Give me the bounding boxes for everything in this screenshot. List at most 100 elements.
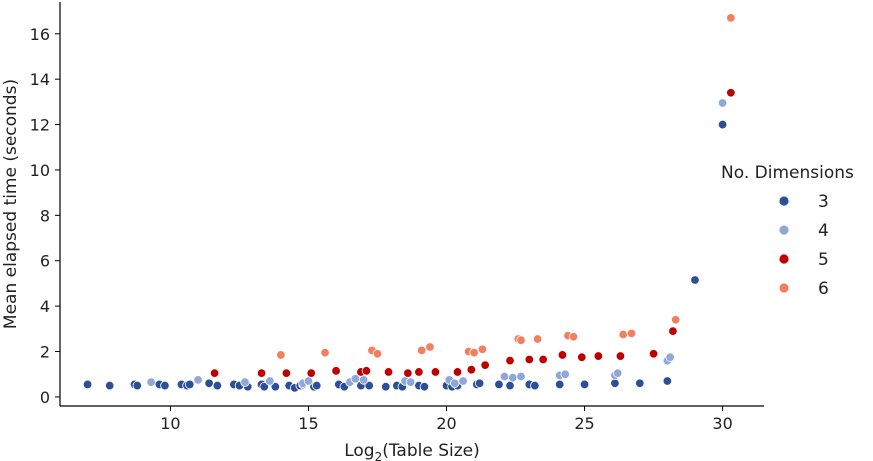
data-point-dim-4 (358, 375, 369, 385)
data-point-dim-4 (458, 376, 468, 386)
y-tick-label: 10 (30, 161, 50, 180)
data-point-dim-3 (82, 379, 93, 390)
data-point-dim-4 (265, 376, 275, 386)
x-tick-label: 10 (160, 414, 180, 433)
data-point-dim-5 (452, 367, 463, 377)
data-point-dim-3 (185, 379, 195, 390)
x-axis-title-main: Log (344, 441, 374, 461)
data-points (82, 13, 736, 393)
y-tick-label: 6 (40, 252, 50, 271)
data-point-dim-5 (668, 326, 678, 336)
data-point-dim-3 (530, 380, 540, 391)
data-point-dim-3 (610, 378, 620, 389)
data-point-dim-3 (555, 379, 565, 390)
data-point-dim-5 (615, 351, 626, 361)
legend-label-5: 5 (818, 250, 829, 270)
y-tick-label: 4 (40, 297, 50, 316)
data-point-dim-5 (593, 351, 604, 361)
data-point-dim-3 (204, 378, 214, 389)
data-point-dim-3 (662, 376, 673, 386)
y-ticks: 0 2 4 6 8 10 12 14 16 (30, 25, 60, 407)
data-point-dim-5 (331, 366, 341, 376)
data-point-dim-3 (270, 382, 281, 392)
data-point-dim-6 (477, 344, 488, 354)
data-point-dim-3 (259, 382, 269, 392)
data-point-dim-6 (626, 328, 637, 339)
y-tick-label: 12 (30, 116, 50, 135)
data-point-dim-5 (577, 352, 587, 362)
data-point-dim-6 (276, 350, 286, 360)
data-point-dim-4 (405, 377, 416, 387)
data-point-dim-6 (670, 315, 681, 325)
y-tick-label: 8 (40, 206, 50, 225)
data-point-dim-5 (466, 364, 477, 375)
data-point-dim-5 (383, 367, 394, 377)
data-point-dim-6 (618, 329, 628, 340)
data-point-dim-3 (381, 382, 391, 392)
legend-marker-4 (778, 224, 790, 236)
legend-marker-6 (778, 282, 790, 294)
data-point-dim-4 (508, 372, 518, 383)
data-point-dim-3 (635, 378, 645, 389)
data-point-dim-6 (425, 342, 435, 352)
data-point-dim-4 (717, 98, 728, 108)
data-point-dim-5 (726, 88, 736, 98)
x-tick-label: 15 (298, 414, 318, 433)
x-tick-label: 25 (574, 414, 594, 433)
data-point-dim-6 (372, 349, 383, 359)
data-point-dim-5 (209, 368, 220, 378)
data-point-dim-4 (516, 371, 526, 382)
x-axis-title-subscript: 2 (375, 450, 383, 461)
y-tick-label: 0 (40, 388, 50, 407)
data-point-dim-6 (568, 332, 579, 342)
data-point-dim-4 (499, 371, 510, 382)
x-tick-label: 30 (712, 414, 732, 433)
legend-label-6: 6 (818, 279, 829, 299)
data-point-dim-5 (281, 368, 292, 378)
data-point-dim-4 (560, 369, 570, 379)
data-point-dim-5 (430, 367, 441, 377)
data-point-dim-3 (312, 380, 322, 391)
data-point-dim-5 (538, 354, 548, 365)
data-point-dim-5 (403, 368, 413, 378)
data-point-dim-3 (690, 275, 700, 285)
y-axis-title: Mean elapsed time (seconds) (1, 79, 21, 329)
data-point-dim-4 (450, 378, 460, 389)
data-point-dim-5 (361, 366, 372, 376)
data-point-dim-3 (579, 379, 590, 390)
data-point-dim-5 (505, 355, 515, 366)
legend-label-4: 4 (818, 221, 829, 241)
data-point-dim-4 (612, 368, 623, 378)
data-point-dim-3 (717, 119, 728, 130)
data-point-dim-3 (364, 380, 374, 391)
data-point-dim-6 (516, 335, 526, 345)
data-point-dim-5 (648, 349, 659, 359)
data-point-dim-5 (256, 368, 267, 378)
data-point-dim-5 (524, 354, 535, 365)
data-point-dim-5 (306, 368, 316, 378)
data-point-dim-4 (240, 377, 250, 387)
legend-title: No. Dimensions (721, 163, 854, 183)
y-tick-label: 2 (40, 343, 50, 362)
data-point-dim-6 (726, 13, 736, 23)
data-point-dim-3 (132, 380, 143, 391)
data-point-dim-5 (414, 367, 424, 377)
data-point-dim-5 (480, 360, 490, 370)
legend-marker-3 (778, 195, 790, 207)
data-point-dim-4 (146, 377, 156, 387)
data-point-dim-4 (193, 375, 203, 385)
x-axis-title-rest: (Table Size) (382, 441, 480, 461)
data-point-dim-3 (505, 380, 515, 391)
data-point-dim-3 (419, 382, 430, 392)
data-point-dim-3 (104, 380, 115, 391)
x-ticks: 10 15 20 25 30 (160, 406, 733, 433)
data-point-dim-3 (212, 380, 223, 391)
data-point-dim-6 (532, 334, 543, 344)
data-point-dim-3 (160, 380, 170, 391)
x-axis-title: Log2(Table Size) (344, 441, 480, 461)
legend-marker-5 (778, 253, 790, 265)
data-point-dim-6 (469, 347, 479, 358)
legend-label-3: 3 (818, 192, 829, 212)
y-tick-label: 16 (30, 25, 50, 44)
